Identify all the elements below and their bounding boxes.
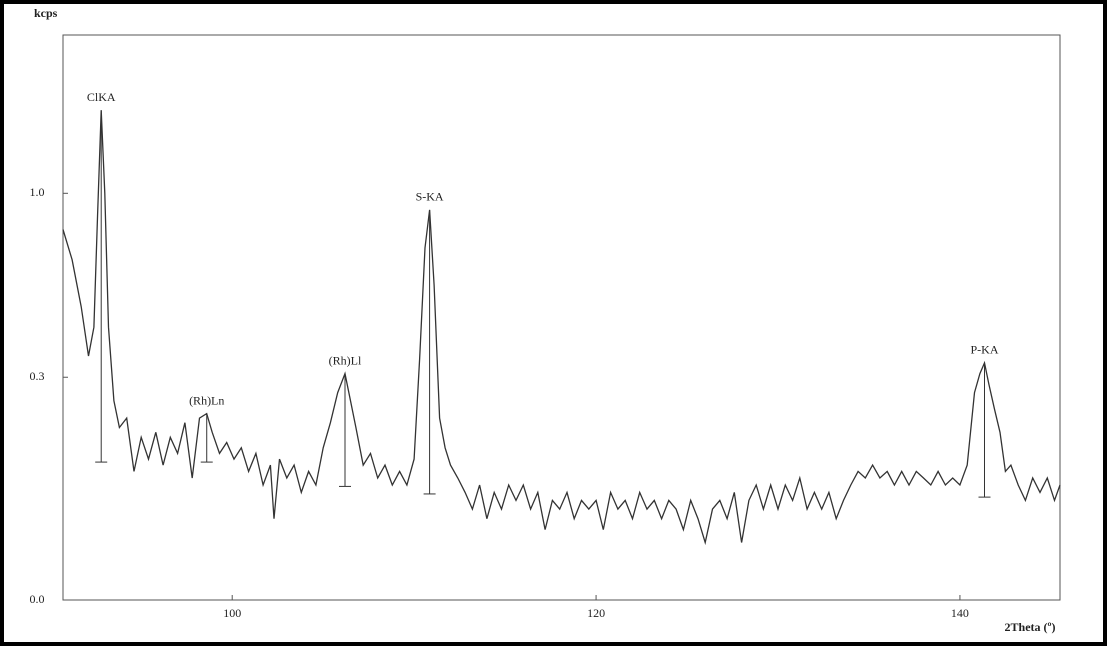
y-tick-label: 0.0	[30, 592, 45, 606]
x-tick-label: 120	[587, 606, 605, 620]
y-tick-label: 0.3	[30, 369, 45, 383]
x-axis-label: 2Theta (º)	[1005, 620, 1056, 634]
x-tick-label: 100	[223, 606, 241, 620]
peak-label: (Rh)Ln	[189, 393, 224, 407]
y-axis-label: kcps	[34, 6, 58, 20]
y-tick-label: 1.0	[30, 185, 45, 199]
x-tick-label: 140	[951, 606, 969, 620]
peak-label: P-KA	[970, 343, 998, 357]
plot-frame	[62, 34, 1061, 601]
peak-label: (Rh)Ll	[329, 353, 362, 367]
peak-label: S-KA	[416, 190, 444, 204]
peak-label: ClKA	[87, 90, 116, 104]
spectrum-line	[62, 110, 1061, 546]
